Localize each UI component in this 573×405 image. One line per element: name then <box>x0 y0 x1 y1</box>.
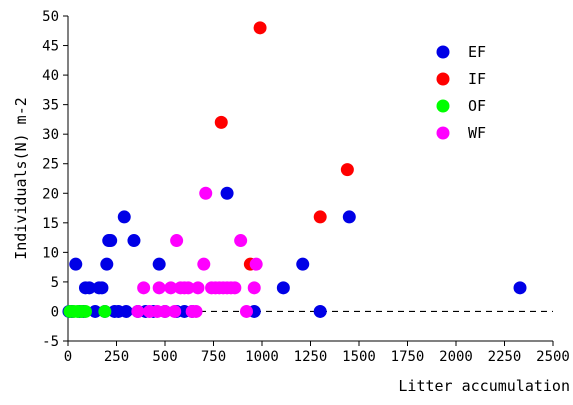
data-point-if <box>214 115 228 129</box>
data-point-ef <box>127 234 141 248</box>
y-tick-label: -5 <box>42 334 59 350</box>
legend-marker-if <box>436 72 450 86</box>
x-tick-label: 750 <box>201 349 226 365</box>
legend-label-ef: EF <box>468 43 486 61</box>
series-ef <box>62 186 527 318</box>
y-tick-label: 5 <box>51 275 59 291</box>
data-point-ef <box>220 186 234 200</box>
x-tick-label: 250 <box>104 349 129 365</box>
y-axis-label: Individuals(N) m-2 <box>12 97 30 260</box>
data-point-ef <box>95 281 109 295</box>
data-point-ef <box>69 257 83 271</box>
legend-label-wf: WF <box>468 124 486 142</box>
data-point-ef <box>117 210 131 224</box>
legend: EF IF OF WF <box>436 43 486 142</box>
x-axis-label: Litter accumulation <box>398 377 570 395</box>
legend-marker-wf <box>436 126 450 140</box>
x-tick-label: 1750 <box>391 349 425 365</box>
data-point-wf <box>191 281 205 295</box>
data-point-wf <box>168 304 182 318</box>
y-tick-label: 30 <box>42 127 59 143</box>
data-point-wf <box>247 281 261 295</box>
data-point-ef <box>313 304 327 318</box>
y-tick-label: 20 <box>42 186 59 202</box>
data-point-wf <box>152 281 166 295</box>
series-if <box>214 21 354 271</box>
data-point-ef <box>513 281 527 295</box>
series-of <box>63 304 112 318</box>
data-point-ef <box>88 304 102 318</box>
x-tick-label: 2500 <box>536 349 570 365</box>
data-point-wf <box>158 304 172 318</box>
data-point-ef <box>100 257 114 271</box>
x-tick-label: 2250 <box>488 349 522 365</box>
data-point-wf <box>228 281 242 295</box>
data-point-wf <box>164 281 178 295</box>
data-point-ef <box>152 257 166 271</box>
data-point-wf <box>137 281 151 295</box>
x-tick-label: 1250 <box>294 349 328 365</box>
data-point-if <box>253 21 267 35</box>
data-point-ef <box>296 257 310 271</box>
y-tick-label: 45 <box>42 39 59 55</box>
data-point-wf <box>234 234 248 248</box>
data-point-if <box>313 210 327 224</box>
x-tick-label: 1500 <box>342 349 376 365</box>
data-point-of <box>78 304 92 318</box>
data-point-wf <box>189 304 203 318</box>
legend-label-of: OF <box>468 97 486 115</box>
data-point-wf <box>181 281 195 295</box>
x-tick-label: 0 <box>64 349 72 365</box>
x-tick-label: 2000 <box>439 349 473 365</box>
y-tick-label: 10 <box>42 245 59 261</box>
x-tick-label: 500 <box>152 349 177 365</box>
y-tick-label: 40 <box>42 68 59 84</box>
data-point-wf <box>239 304 253 318</box>
data-point-wf <box>131 304 145 318</box>
y-tick-label: 25 <box>42 157 59 173</box>
data-point-of <box>98 304 112 318</box>
series-wf <box>131 186 263 318</box>
x-tick-label: 1000 <box>245 349 279 365</box>
data-point-ef <box>342 210 356 224</box>
data-point-wf <box>197 257 211 271</box>
data-points <box>62 21 527 318</box>
data-point-ef <box>119 304 133 318</box>
legend-label-if: IF <box>468 70 486 88</box>
y-tick-label: 15 <box>42 216 59 232</box>
data-point-wf <box>249 257 263 271</box>
y-tick-label: 35 <box>42 98 59 114</box>
data-point-ef <box>82 281 96 295</box>
legend-marker-ef <box>436 45 450 59</box>
y-tick-label: 0 <box>51 304 59 320</box>
data-point-if <box>340 163 354 177</box>
data-point-ef <box>104 234 118 248</box>
y-tick-label: 50 <box>42 9 59 25</box>
legend-marker-of <box>436 99 450 113</box>
data-point-ef <box>276 281 290 295</box>
data-point-wf <box>199 186 213 200</box>
data-point-wf <box>170 234 184 248</box>
